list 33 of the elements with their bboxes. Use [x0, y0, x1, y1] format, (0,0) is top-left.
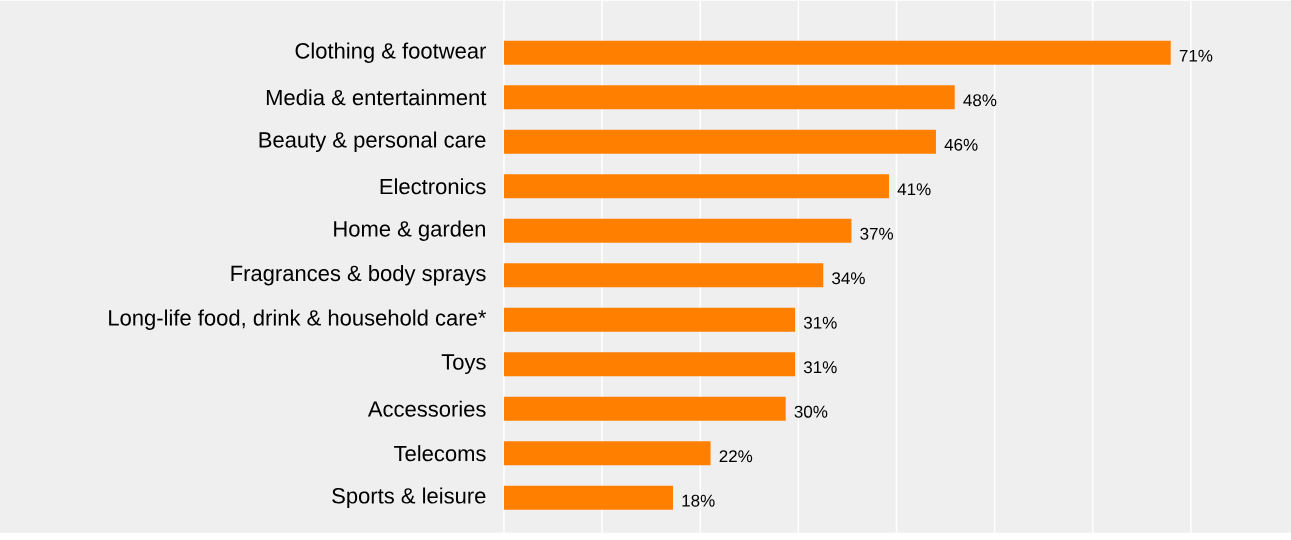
bar — [503, 174, 889, 199]
bar — [503, 441, 711, 466]
data-label: 31% — [803, 316, 837, 329]
y-tick-label: Media & entertainment — [266, 89, 487, 106]
data-label: 46% — [944, 138, 978, 151]
y-tick-label: Clothing & footwear — [295, 42, 487, 64]
data-label: 31% — [803, 361, 837, 374]
y-tick-label: Long-life food, drink & household care* — [109, 309, 487, 331]
bar — [503, 307, 796, 332]
bar — [503, 129, 936, 154]
bar — [503, 263, 824, 288]
y-tick-label: Home & garden — [334, 220, 485, 242]
y-tick-label: Toys — [441, 354, 486, 375]
y-tick-label: Electronics — [380, 178, 486, 195]
data-label: 41% — [897, 183, 931, 196]
data-label: 22% — [719, 450, 753, 463]
y-tick-label: Beauty & personal care — [259, 131, 486, 153]
data-label: 18% — [682, 494, 715, 507]
bar — [503, 218, 852, 243]
bar — [503, 352, 796, 377]
y-tick-label: Accessories — [367, 400, 486, 418]
bar — [503, 396, 786, 421]
data-label: 34% — [832, 272, 865, 285]
y-tick-label: Fragrances & body sprays — [231, 265, 486, 286]
bar — [503, 40, 1171, 65]
y-tick-label: Telecoms — [394, 445, 486, 462]
data-label: 71% — [1179, 50, 1213, 62]
data-label: 37% — [860, 227, 894, 240]
bar — [503, 485, 673, 510]
data-label: 48% — [963, 94, 997, 107]
bar — [503, 85, 955, 110]
data-label: 30% — [794, 405, 828, 418]
y-tick-label: Sports & leisure — [332, 487, 486, 509]
